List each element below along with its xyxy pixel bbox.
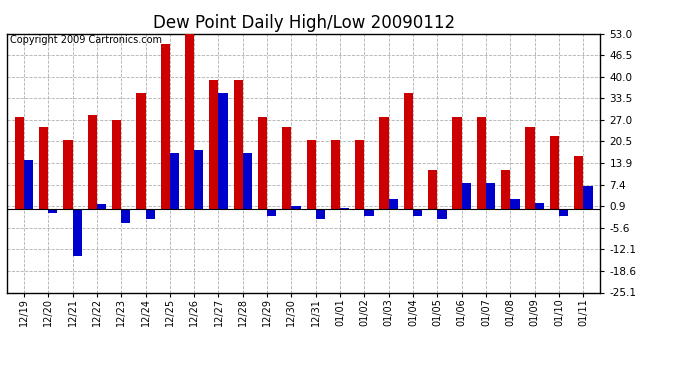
Bar [63, 140, 72, 209]
Bar [291, 206, 301, 209]
Bar [550, 136, 559, 209]
Bar [477, 117, 486, 209]
Bar [574, 156, 583, 209]
Bar [453, 117, 462, 209]
Bar [146, 209, 155, 219]
Bar [48, 209, 57, 213]
Text: Copyright 2009 Cartronics.com: Copyright 2009 Cartronics.com [10, 35, 162, 45]
Bar [282, 126, 291, 209]
Bar [404, 93, 413, 209]
Bar [121, 209, 130, 223]
Bar [462, 183, 471, 209]
Bar [112, 120, 121, 209]
Bar [559, 209, 568, 216]
Bar [233, 80, 243, 209]
Bar [437, 209, 446, 219]
Bar [97, 204, 106, 209]
Bar [331, 140, 340, 209]
Bar [413, 209, 422, 216]
Bar [355, 140, 364, 209]
Bar [243, 153, 252, 209]
Bar [209, 80, 219, 209]
Bar [39, 126, 48, 209]
Bar [137, 93, 146, 209]
Bar [258, 117, 267, 209]
Bar [364, 209, 374, 216]
Bar [316, 209, 325, 219]
Bar [219, 93, 228, 209]
Bar [306, 140, 316, 209]
Bar [511, 200, 520, 209]
Bar [88, 115, 97, 209]
Bar [583, 186, 593, 209]
Bar [340, 208, 349, 209]
Bar [170, 153, 179, 209]
Bar [535, 203, 544, 209]
Bar [14, 117, 24, 209]
Bar [428, 170, 437, 209]
Bar [24, 160, 33, 209]
Bar [185, 34, 194, 209]
Bar [525, 126, 535, 209]
Bar [267, 209, 277, 216]
Bar [388, 200, 398, 209]
Title: Dew Point Daily High/Low 20090112: Dew Point Daily High/Low 20090112 [152, 14, 455, 32]
Bar [72, 209, 82, 256]
Bar [486, 183, 495, 209]
Bar [161, 44, 170, 209]
Bar [501, 170, 511, 209]
Bar [380, 117, 388, 209]
Bar [194, 150, 204, 209]
